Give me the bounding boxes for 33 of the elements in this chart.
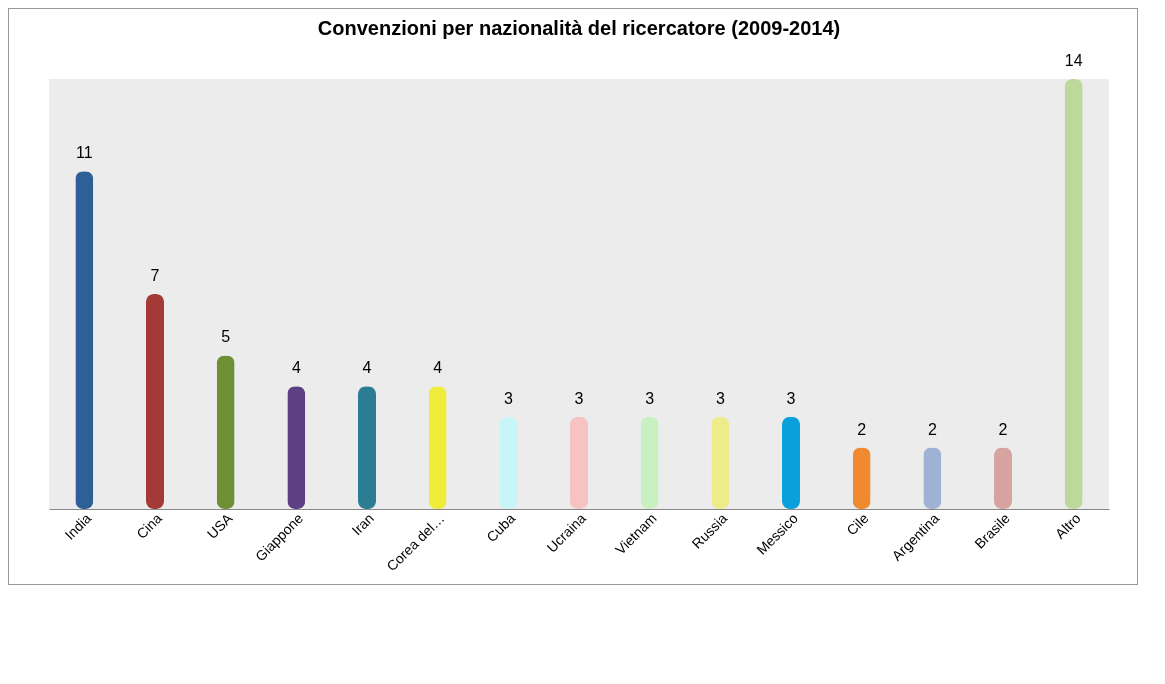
data-label: 2 — [998, 420, 1008, 438]
data-label: 3 — [574, 389, 584, 407]
bar — [75, 171, 94, 509]
bar — [1064, 79, 1083, 509]
x-tick-label: USA — [203, 509, 237, 542]
data-label: 5 — [221, 328, 231, 346]
data-label: 3 — [786, 389, 796, 407]
data-label: 7 — [150, 267, 160, 284]
bar — [499, 416, 518, 509]
bar — [287, 386, 306, 509]
x-tick-label: Cile — [843, 509, 872, 539]
data-label: 3 — [715, 389, 725, 407]
x-tick-label: Iran — [348, 510, 377, 539]
data-label: 3 — [645, 389, 655, 407]
bar — [570, 416, 588, 509]
bar — [640, 416, 659, 509]
data-label: 4 — [433, 359, 443, 377]
data-label: 14 — [1064, 52, 1083, 69]
data-label: 11 — [76, 144, 93, 162]
data-label: 2 — [927, 420, 937, 438]
data-label: 4 — [362, 359, 372, 377]
bar — [711, 416, 730, 509]
bar — [782, 416, 800, 509]
data-label: 2 — [857, 420, 867, 438]
x-tick-label: Cina — [133, 509, 166, 542]
bar — [146, 294, 164, 509]
bar — [216, 355, 235, 509]
bar — [428, 386, 447, 509]
bar — [994, 447, 1012, 509]
chart-title: Convenzioni per nazionalità del ricercatore (2009-2014) — [317, 17, 841, 39]
data-label: 3 — [503, 389, 513, 407]
data-label: 4 — [291, 359, 301, 377]
bar — [358, 386, 376, 509]
